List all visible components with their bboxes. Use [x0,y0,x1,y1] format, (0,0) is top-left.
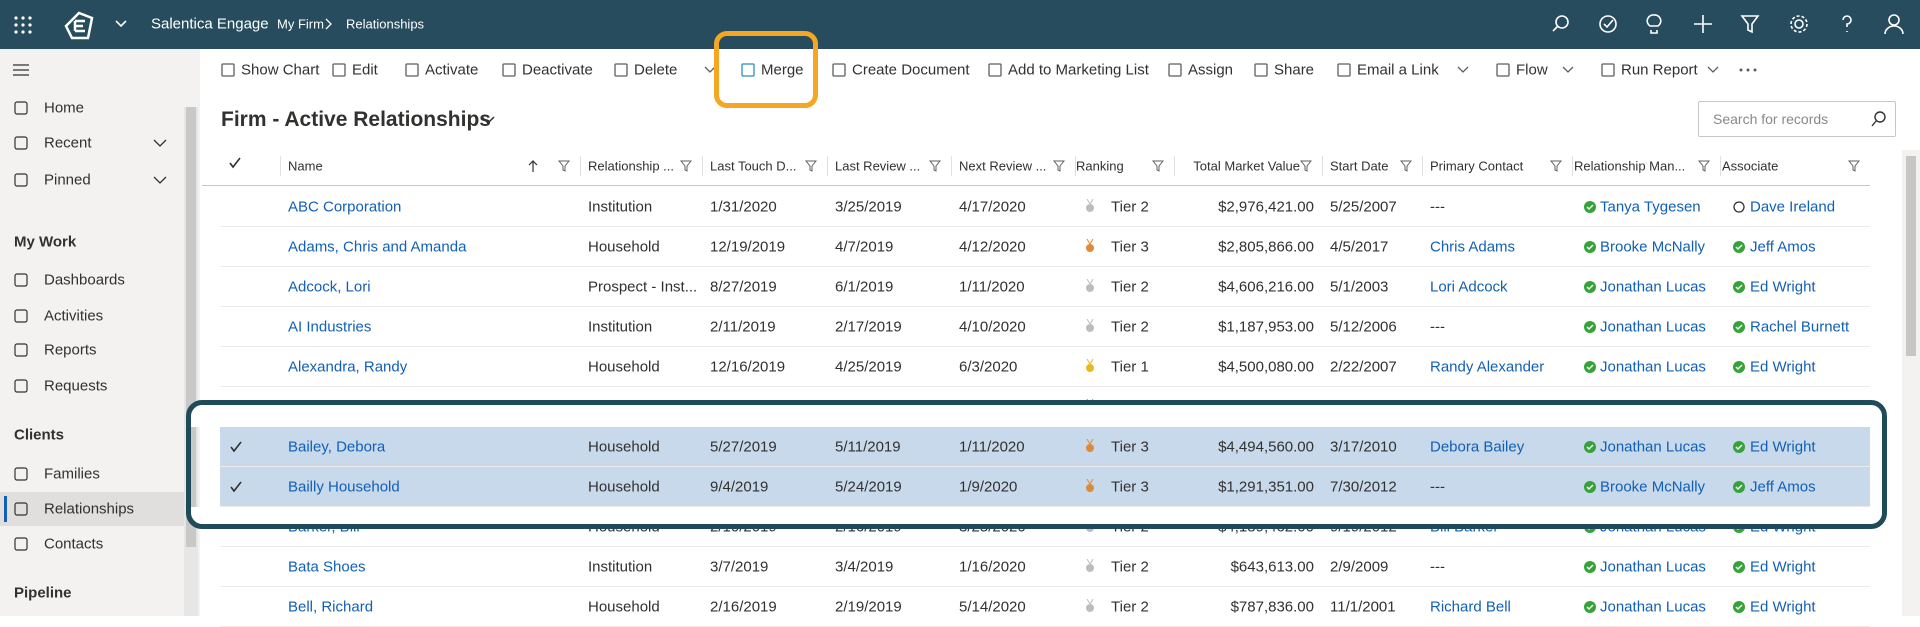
breadcrumb[interactable]: My Firm [277,16,324,32]
hamburger[interactable] [13,64,29,76]
merge-highlight [714,31,818,108]
button-icon [220,62,236,78]
nav-item[interactable]: Requests [44,377,108,395]
button-label: Activate [425,61,479,79]
nav-selected-bar [4,496,7,522]
nav-section-title: My Work [14,233,77,251]
nav-section-title: Pipeline [14,584,72,602]
breadcrumb: Relationships [346,16,425,32]
button-label: Assign [1188,61,1234,79]
table-scrollbar[interactable] [1902,150,1920,616]
view-chevron[interactable] [480,115,496,125]
search-box[interactable]: Search for records [1698,101,1896,137]
search-placeholder: Search for records [1713,111,1829,127]
button-label: Email a Link [1357,61,1439,79]
button-icon [1336,62,1352,78]
nav-item[interactable]: Families [44,465,100,483]
nav-chevron[interactable] [152,138,168,148]
nav-icon [13,100,29,116]
nav-item[interactable]: Contacts [44,535,104,553]
button-icon [1495,62,1511,78]
nav-item[interactable]: Reports [44,341,97,359]
sidebar: Home Recent Pinned My Work Dashboards Activit… [0,49,200,616]
nav-item[interactable]: Activities [44,307,104,325]
nav-item[interactable]: Recent [44,134,92,152]
button-icon [404,62,420,78]
nav-section-title: Clients [14,426,65,444]
top-icons[interactable] [1548,12,1918,38]
search-icon[interactable] [1871,111,1887,127]
breadcrumb-separator [325,18,332,30]
button-icon [831,62,847,78]
button-label: Add to Marketing List [1008,61,1149,79]
nav-item[interactable]: Home [44,99,85,117]
nav-icon [13,342,29,358]
nav-item[interactable]: Pinned [44,171,91,189]
app-launcher[interactable] [14,16,32,34]
nav-item[interactable]: Dashboards [44,271,125,289]
button-icon [613,62,629,78]
button-label: Delete [634,61,678,79]
nav-item[interactable]: Relationships [44,500,135,518]
nav-icon [13,466,29,482]
button-label: Deactivate [522,61,593,79]
nav-chevron[interactable] [152,175,168,185]
chevron[interactable] [114,19,128,29]
top-bar: Salentica Engage My Firm Relationships [0,0,1920,49]
overflow-chevron[interactable] [703,65,717,75]
button-icon [1600,62,1616,78]
button-label: Flow [1516,61,1548,79]
button-label: Run Report [1621,61,1698,79]
button-label: Edit [352,61,378,79]
nav-icon [13,378,29,394]
nav-icon [13,536,29,552]
view-title[interactable]: Firm - Active Relationships [221,108,491,131]
overflow-chevron[interactable] [1561,65,1575,75]
button-label: Show Chart [241,61,320,79]
command-bar: Show Chart Edit Activate Deactivate Delete Me… [0,49,1920,91]
nav-icon [13,172,29,188]
button-label: Create Document [852,61,970,79]
sidebar-scrollbar[interactable] [184,107,198,616]
scroll-thumb[interactable] [1906,156,1916,356]
app-name: Salentica Engage [151,15,269,33]
button-label: Share [1274,61,1315,79]
button-icon [501,62,517,78]
main: Firm - Active Relationships Search for r… [200,90,1920,616]
button-label: Merge [761,61,804,79]
scroll-thumb[interactable] [186,107,196,547]
nav-icon [13,501,29,517]
button-icon [740,62,756,78]
nav-icon [13,135,29,151]
overflow-chevron[interactable] [1706,65,1720,75]
nav-icon [13,308,29,324]
more-commands[interactable] [1738,67,1758,73]
button-icon [1167,62,1183,78]
button-icon [331,62,347,78]
overflow-chevron[interactable] [1456,65,1470,75]
button-icon [1253,62,1269,78]
button-icon [987,62,1003,78]
nav-selected [0,492,184,526]
logo[interactable] [62,8,96,42]
nav-icon [13,272,29,288]
